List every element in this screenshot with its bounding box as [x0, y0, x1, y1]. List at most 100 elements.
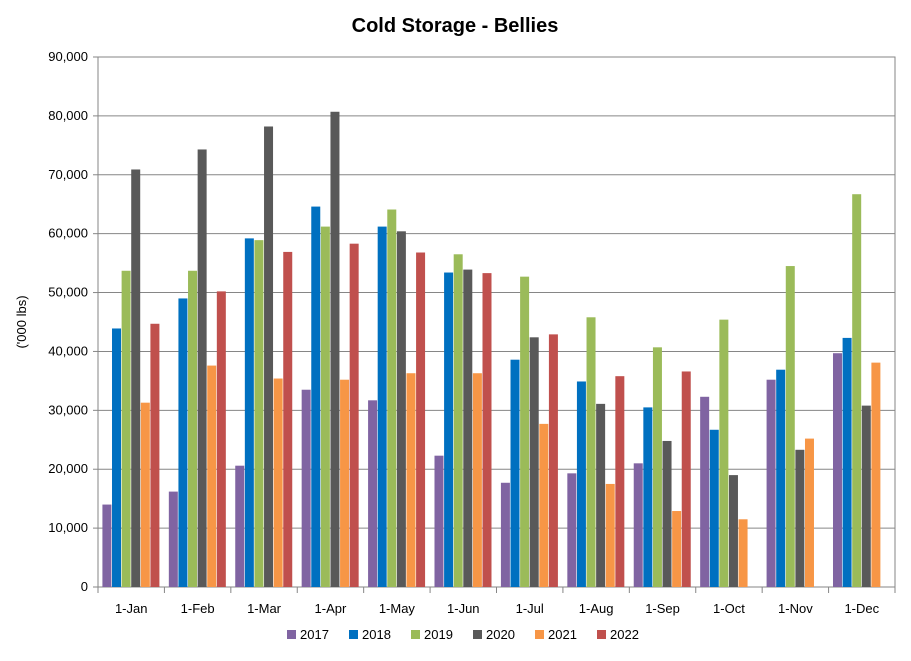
bar-2022-1-Jun: [482, 273, 492, 587]
x-tick-label: 1-Dec: [844, 601, 879, 616]
legend-swatch-2021: [535, 630, 544, 639]
bar-2018-1-Nov: [776, 369, 786, 587]
bar-2017-1-Jun: [434, 455, 444, 587]
bar-2020-1-Mar: [264, 126, 274, 588]
legend-label-2021: 2021: [548, 627, 577, 642]
legend-label-2019: 2019: [424, 627, 453, 642]
bar-2019-1-May: [387, 209, 397, 587]
y-tick-label: 40,000: [48, 343, 88, 358]
bar-2019-1-Jan: [121, 270, 131, 587]
bar-2021-1-Apr: [340, 379, 350, 587]
bar-2017-1-Dec: [832, 353, 842, 587]
bar-2019-1-Mar: [254, 240, 264, 587]
x-tick-label: 1-Apr: [315, 601, 347, 616]
bar-2021-1-Jan: [140, 402, 150, 587]
plot-border: [97, 56, 896, 588]
bar-2018-1-Apr: [311, 206, 321, 587]
x-tick-label: 1-Mar: [247, 601, 282, 616]
bar-2019-1-Aug: [586, 317, 596, 587]
chart-title: Cold Storage - Bellies: [352, 15, 559, 37]
y-tick-label: 50,000: [48, 285, 88, 300]
bar-2020-1-Feb: [197, 149, 207, 587]
bar-2019-1-Sep: [652, 347, 662, 587]
bar-2022-1-Jul: [548, 334, 558, 587]
legend: 2017 2018 2019 2020 2021 2022: [287, 627, 639, 642]
bar-2018-1-Dec: [842, 337, 852, 587]
y-tick-label: 20,000: [48, 461, 88, 476]
bar-2017-1-Jul: [500, 482, 510, 587]
bar-2017-1-Oct: [700, 396, 710, 587]
bar-2021-1-Oct: [738, 519, 748, 587]
bar-2019-1-Feb: [188, 270, 198, 587]
bar-2022-1-Feb: [216, 291, 226, 587]
bar-2019-1-Oct: [719, 319, 729, 587]
legend-label-2017: 2017: [300, 627, 329, 642]
x-tick-label: 1-Jul: [516, 601, 544, 616]
bar-2020-1-Aug: [596, 403, 606, 587]
bar-2017-1-Aug: [567, 473, 577, 587]
bar-2022-1-Apr: [349, 243, 359, 587]
bar-2020-1-Jun: [463, 269, 473, 587]
bar-2020-1-Jul: [529, 337, 539, 587]
y-tick-label: 70,000: [48, 167, 88, 182]
bar-2019-1-Jun: [453, 254, 463, 587]
bar-2020-1-Nov: [795, 449, 805, 587]
legend-label-2022: 2022: [610, 627, 639, 642]
bar-2021-1-Feb: [207, 365, 217, 587]
bar-2020-1-Sep: [662, 440, 672, 587]
x-tick-label: 1-Jan: [115, 601, 148, 616]
bar-2017-1-Feb: [168, 491, 178, 587]
bar-2018-1-Jan: [112, 328, 122, 587]
bar-2021-1-Nov: [804, 438, 814, 587]
legend-swatch-2019: [411, 630, 420, 639]
bar-2021-1-Sep: [672, 511, 682, 587]
bar-2021-1-Jun: [472, 373, 482, 587]
bar-2020-1-Dec: [861, 405, 871, 587]
legend-swatch-2017: [287, 630, 296, 639]
bar-2020-1-Oct: [728, 475, 738, 587]
bar-2022-1-May: [416, 252, 426, 587]
y-tick-label: 30,000: [48, 402, 88, 417]
bar-2020-1-Jan: [131, 169, 141, 588]
bar-2017-1-Sep: [633, 463, 643, 587]
y-tick-label: 80,000: [48, 108, 88, 123]
y-tick-label: 90,000: [48, 49, 88, 64]
x-tick-label: 1-May: [379, 601, 416, 616]
bar-2022-1-Mar: [283, 251, 293, 588]
bar-2018-1-Sep: [643, 407, 653, 587]
bar-2019-1-Jul: [520, 276, 530, 587]
bar-2017-1-Apr: [301, 389, 311, 587]
bar-2018-1-Oct: [709, 429, 719, 587]
x-tick-label: 1-Oct: [713, 601, 745, 616]
bar-2019-1-Nov: [785, 266, 795, 587]
bar-2018-1-Mar: [244, 238, 254, 587]
y-tick-label: 10,000: [48, 520, 88, 535]
bar-2018-1-Jun: [444, 272, 454, 587]
plot-area: 0 10,000 20,000 30,000 40,000 50,000 60,000 70,…: [48, 49, 896, 616]
x-tick-label: 1-Sep: [645, 601, 680, 616]
x-tick-label: 1-Feb: [181, 601, 215, 616]
legend-swatch-2022: [597, 630, 606, 639]
bar-2017-1-Jan: [102, 504, 112, 587]
bar-2018-1-Jul: [510, 359, 520, 587]
bar-2018-1-Aug: [576, 381, 586, 587]
bar-2018-1-Feb: [178, 298, 188, 587]
bar-2021-1-May: [406, 373, 416, 587]
bar-2022-1-Aug: [615, 376, 625, 587]
bar-2019-1-Apr: [320, 226, 330, 587]
y-tick-label: 0: [81, 579, 88, 594]
bar-2020-1-Apr: [330, 111, 340, 588]
x-tick-label: 1-Nov: [778, 601, 813, 616]
bar-2017-1-May: [368, 400, 378, 587]
legend-swatch-2020: [473, 630, 482, 639]
bar-2022-1-Jan: [150, 323, 160, 587]
bar-2021-1-Dec: [871, 362, 881, 587]
bar-2021-1-Jul: [539, 423, 549, 587]
bar-2017-1-Mar: [235, 465, 245, 587]
x-tick-label: 1-Aug: [579, 601, 614, 616]
bar-2021-1-Mar: [273, 378, 283, 587]
y-tick-label: 60,000: [48, 226, 88, 241]
bar-2017-1-Nov: [766, 379, 776, 587]
